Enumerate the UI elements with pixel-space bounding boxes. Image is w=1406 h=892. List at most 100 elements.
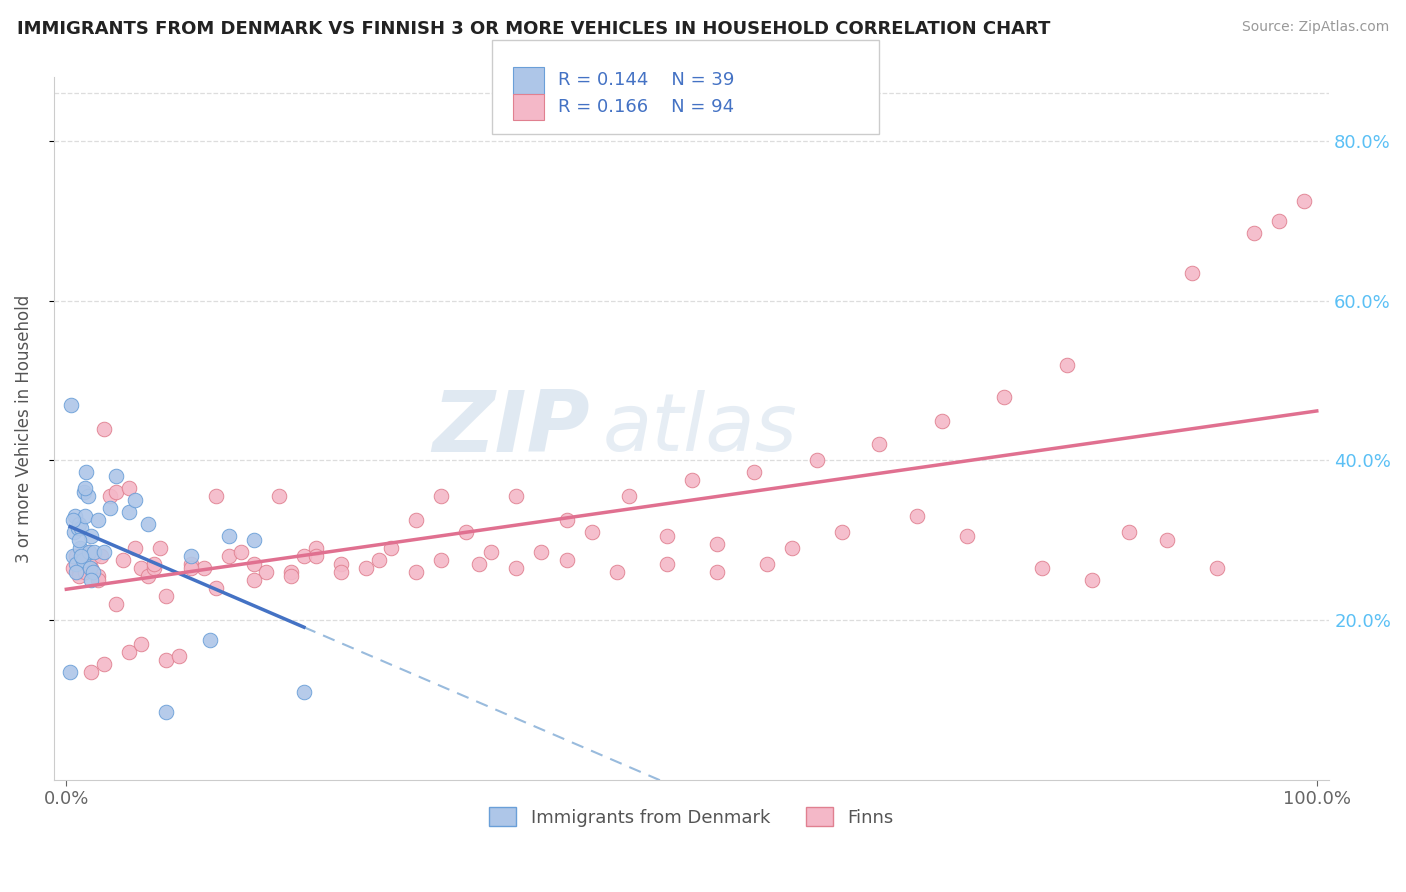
Point xyxy=(70,549,93,564)
Text: atlas: atlas xyxy=(602,390,797,467)
Point xyxy=(67,565,90,579)
Point xyxy=(780,541,803,556)
Point xyxy=(63,525,86,540)
Point xyxy=(1243,226,1265,240)
Point xyxy=(243,573,266,587)
Point xyxy=(380,541,402,556)
Point xyxy=(90,549,112,564)
Point xyxy=(806,453,828,467)
Point xyxy=(70,553,93,567)
Point xyxy=(180,561,202,575)
Point xyxy=(72,553,94,567)
Point xyxy=(655,529,678,543)
Point xyxy=(305,541,328,556)
Point xyxy=(205,489,228,503)
Point xyxy=(93,657,115,671)
Point xyxy=(86,573,108,587)
Point xyxy=(82,565,104,579)
Point xyxy=(75,509,97,524)
Point xyxy=(124,493,146,508)
Point xyxy=(956,529,979,543)
Point xyxy=(136,517,159,532)
Point xyxy=(131,637,153,651)
Point xyxy=(555,513,578,527)
Point xyxy=(118,482,141,496)
Point xyxy=(62,549,84,564)
Legend: Immigrants from Denmark, Finns: Immigrants from Denmark, Finns xyxy=(482,800,901,834)
Point xyxy=(193,561,215,575)
Point xyxy=(1080,573,1102,587)
Point xyxy=(1268,214,1291,228)
Point xyxy=(198,632,221,647)
Point xyxy=(868,437,890,451)
Point xyxy=(681,474,703,488)
Point xyxy=(65,557,87,571)
Point xyxy=(330,565,353,579)
Point xyxy=(80,665,103,679)
Point xyxy=(93,421,115,435)
Text: R = 0.144    N = 39: R = 0.144 N = 39 xyxy=(558,71,734,89)
Point xyxy=(62,513,84,527)
Point xyxy=(430,489,453,503)
Point xyxy=(218,549,240,564)
Point xyxy=(231,545,253,559)
Point xyxy=(1056,358,1078,372)
Point xyxy=(605,565,627,579)
Point xyxy=(75,561,97,575)
Point xyxy=(280,569,302,583)
Point xyxy=(75,482,97,496)
Point xyxy=(405,513,427,527)
Point xyxy=(67,533,90,548)
Point xyxy=(105,469,128,483)
Point xyxy=(76,489,98,503)
Point xyxy=(77,545,100,559)
Point xyxy=(1294,194,1316,208)
Point xyxy=(456,525,478,540)
Point xyxy=(83,545,105,559)
Point xyxy=(305,549,328,564)
Point xyxy=(430,553,453,567)
Point xyxy=(356,561,378,575)
Point xyxy=(1181,266,1204,280)
Point xyxy=(136,569,159,583)
Point xyxy=(83,549,105,564)
Point xyxy=(155,653,177,667)
Point xyxy=(706,565,728,579)
Point xyxy=(505,561,527,575)
Point xyxy=(62,561,84,575)
Text: IMMIGRANTS FROM DENMARK VS FINNISH 3 OR MORE VEHICLES IN HOUSEHOLD CORRELATION C: IMMIGRANTS FROM DENMARK VS FINNISH 3 OR … xyxy=(17,20,1050,37)
Point xyxy=(755,557,778,571)
Point xyxy=(111,553,134,567)
Point xyxy=(267,489,290,503)
Point xyxy=(1205,561,1227,575)
Point xyxy=(180,549,202,564)
Point xyxy=(292,685,315,699)
Point xyxy=(60,398,83,412)
Point xyxy=(77,545,100,559)
Y-axis label: 3 or more Vehicles in Household: 3 or more Vehicles in Household xyxy=(15,294,32,563)
Point xyxy=(292,549,315,564)
Point xyxy=(142,557,165,571)
Point xyxy=(75,565,97,579)
Point xyxy=(931,413,953,427)
Point xyxy=(243,557,266,571)
Point xyxy=(80,529,103,543)
Point xyxy=(155,589,177,603)
Point xyxy=(80,561,103,575)
Point xyxy=(617,489,640,503)
Point xyxy=(86,513,108,527)
Point xyxy=(481,545,503,559)
Point xyxy=(167,648,190,663)
Point xyxy=(59,665,82,679)
Point xyxy=(67,569,90,583)
Point xyxy=(69,541,91,556)
Point xyxy=(124,541,146,556)
Point xyxy=(118,645,141,659)
Point xyxy=(86,569,108,583)
Point xyxy=(243,533,266,548)
Point xyxy=(67,517,90,532)
Text: R = 0.166    N = 94: R = 0.166 N = 94 xyxy=(558,98,734,116)
Point xyxy=(706,537,728,551)
Point xyxy=(655,557,678,571)
Point xyxy=(254,565,277,579)
